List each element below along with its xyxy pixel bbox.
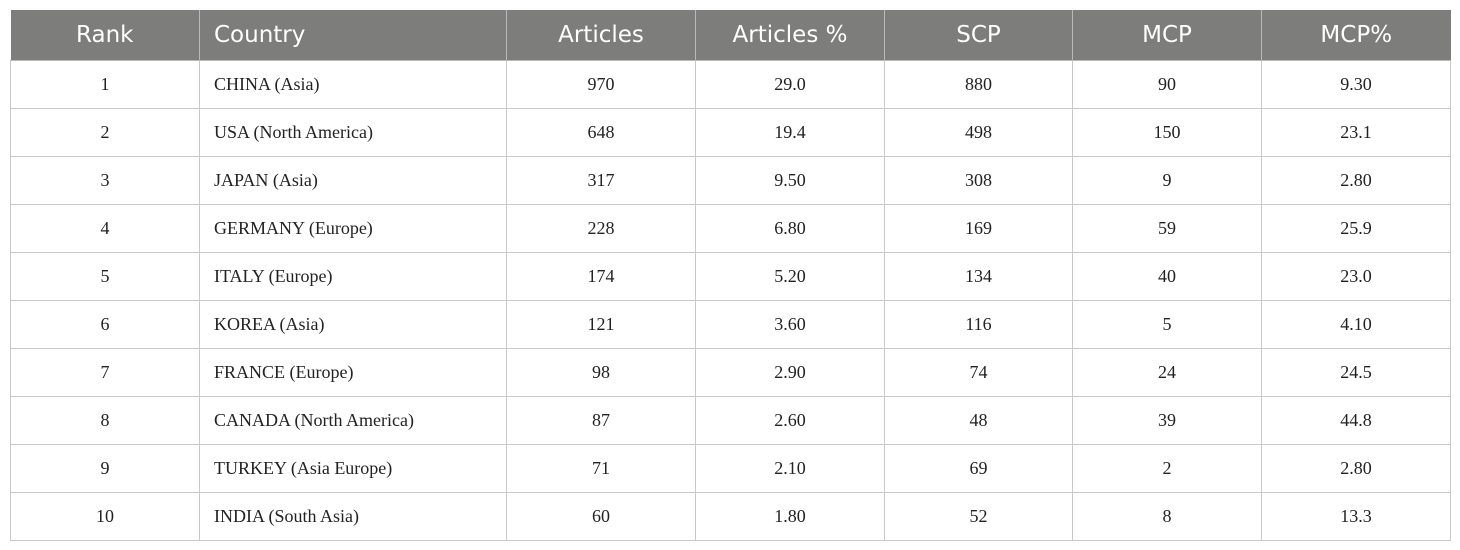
- country-cell: USA (North America): [199, 108, 507, 157]
- mcp-cell: 24: [1072, 348, 1262, 397]
- table-row: 5 ITALY (Europe) 174 5.20 134 40 23.0: [10, 252, 1451, 301]
- articles-cell: 121: [506, 300, 696, 349]
- articles-cell: 60: [506, 492, 696, 541]
- table-row: 6 KOREA (Asia) 121 3.60 116 5 4.10: [10, 300, 1451, 349]
- scp-cell: 498: [884, 108, 1073, 157]
- articles-percent-cell: 3.60: [695, 300, 885, 349]
- country-articles-table: Rank Country Articles Articles % SCP MCP…: [10, 10, 1451, 541]
- mcp-percent-cell: 2.80: [1261, 156, 1451, 205]
- scp-cell: 74: [884, 348, 1073, 397]
- country-cell: JAPAN (Asia): [199, 156, 507, 205]
- country-cell: FRANCE (Europe): [199, 348, 507, 397]
- articles-percent-cell: 29.0: [695, 60, 885, 109]
- header-scp: SCP: [884, 10, 1073, 61]
- country-cell: KOREA (Asia): [199, 300, 507, 349]
- articles-cell: 71: [506, 444, 696, 493]
- rank-cell: 9: [10, 444, 200, 493]
- mcp-percent-cell: 2.80: [1261, 444, 1451, 493]
- articles-cell: 648: [506, 108, 696, 157]
- country-cell: INDIA (South Asia): [199, 492, 507, 541]
- rank-cell: 7: [10, 348, 200, 397]
- table-row: 3 JAPAN (Asia) 317 9.50 308 9 2.80: [10, 156, 1451, 205]
- table-row: 2 USA (North America) 648 19.4 498 150 23.1: [10, 108, 1451, 157]
- articles-percent-cell: 6.80: [695, 204, 885, 253]
- country-cell: CANADA (North America): [199, 396, 507, 445]
- scp-cell: 116: [884, 300, 1073, 349]
- articles-percent-cell: 2.10: [695, 444, 885, 493]
- scp-cell: 880: [884, 60, 1073, 109]
- mcp-percent-cell: 23.1: [1261, 108, 1451, 157]
- table-row: 10 INDIA (South Asia) 60 1.80 52 8 13.3: [10, 492, 1451, 541]
- scp-cell: 48: [884, 396, 1073, 445]
- mcp-percent-cell: 4.10: [1261, 300, 1451, 349]
- rank-cell: 3: [10, 156, 200, 205]
- articles-cell: 174: [506, 252, 696, 301]
- articles-cell: 98: [506, 348, 696, 397]
- header-articles: Articles: [506, 10, 696, 61]
- table-row: 9 TURKEY (Asia Europe) 71 2.10 69 2 2.80: [10, 444, 1451, 493]
- country-cell: CHINA (Asia): [199, 60, 507, 109]
- articles-percent-cell: 5.20: [695, 252, 885, 301]
- rank-cell: 6: [10, 300, 200, 349]
- rank-cell: 5: [10, 252, 200, 301]
- rank-cell: 4: [10, 204, 200, 253]
- mcp-cell: 90: [1072, 60, 1262, 109]
- header-mcp-percent: MCP%: [1261, 10, 1451, 61]
- articles-cell: 228: [506, 204, 696, 253]
- mcp-cell: 40: [1072, 252, 1262, 301]
- rank-cell: 8: [10, 396, 200, 445]
- table-row: 8 CANADA (North America) 87 2.60 48 39 44.8: [10, 396, 1451, 445]
- mcp-cell: 8: [1072, 492, 1262, 541]
- mcp-cell: 39: [1072, 396, 1262, 445]
- scp-cell: 69: [884, 444, 1073, 493]
- mcp-percent-cell: 44.8: [1261, 396, 1451, 445]
- scp-cell: 169: [884, 204, 1073, 253]
- mcp-cell: 5: [1072, 300, 1262, 349]
- header-row: Rank Country Articles Articles % SCP MCP…: [10, 10, 1451, 61]
- rank-cell: 1: [10, 60, 200, 109]
- country-cell: TURKEY (Asia Europe): [199, 444, 507, 493]
- mcp-cell: 2: [1072, 444, 1262, 493]
- table-row: 7 FRANCE (Europe) 98 2.90 74 24 24.5: [10, 348, 1451, 397]
- header-rank: Rank: [10, 10, 200, 61]
- mcp-percent-cell: 24.5: [1261, 348, 1451, 397]
- articles-percent-cell: 2.60: [695, 396, 885, 445]
- mcp-cell: 150: [1072, 108, 1262, 157]
- mcp-percent-cell: 13.3: [1261, 492, 1451, 541]
- rank-cell: 10: [10, 492, 200, 541]
- mcp-cell: 59: [1072, 204, 1262, 253]
- articles-cell: 970: [506, 60, 696, 109]
- rank-cell: 2: [10, 108, 200, 157]
- country-cell: ITALY (Europe): [199, 252, 507, 301]
- articles-percent-cell: 19.4: [695, 108, 885, 157]
- scp-cell: 134: [884, 252, 1073, 301]
- table-body: 1 CHINA (Asia) 970 29.0 880 90 9.30 2 USA (North…: [10, 60, 1451, 541]
- table-row: 4 GERMANY (Europe) 228 6.80 169 59 25.9: [10, 204, 1451, 253]
- articles-percent-cell: 9.50: [695, 156, 885, 205]
- mcp-percent-cell: 23.0: [1261, 252, 1451, 301]
- scp-cell: 52: [884, 492, 1073, 541]
- articles-percent-cell: 1.80: [695, 492, 885, 541]
- articles-percent-cell: 2.90: [695, 348, 885, 397]
- scp-cell: 308: [884, 156, 1073, 205]
- table-header: Rank Country Articles Articles % SCP MCP…: [10, 10, 1451, 61]
- mcp-percent-cell: 25.9: [1261, 204, 1451, 253]
- header-mcp: MCP: [1072, 10, 1262, 61]
- mcp-percent-cell: 9.30: [1261, 60, 1451, 109]
- articles-cell: 317: [506, 156, 696, 205]
- table-row: 1 CHINA (Asia) 970 29.0 880 90 9.30: [10, 60, 1451, 109]
- country-cell: GERMANY (Europe): [199, 204, 507, 253]
- mcp-cell: 9: [1072, 156, 1262, 205]
- header-country: Country: [199, 10, 507, 61]
- header-articles-percent: Articles %: [695, 10, 885, 61]
- articles-cell: 87: [506, 396, 696, 445]
